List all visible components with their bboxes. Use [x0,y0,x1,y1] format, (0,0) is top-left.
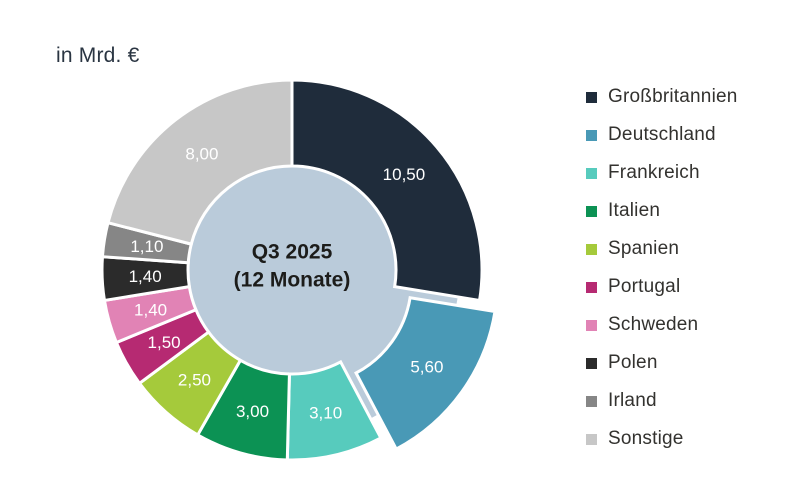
slice-value-label-schweden: 1,40 [134,301,167,320]
legend-item-italien: Italien [586,192,738,230]
legend-item-schweden: Schweden [586,306,738,344]
legend-swatch-icon [586,91,597,103]
center-label-line2: (12 Monate) [233,269,351,292]
legend-item-portugal: Portugal [586,268,738,306]
legend-swatch-icon [586,281,597,293]
pie-slice-sonstige [106,78,294,246]
legend-swatch-icon [586,205,597,217]
legend-swatch-icon [586,167,597,179]
legend-label: Großbritannien [608,86,738,107]
legend: Großbritannien Deutschland Frankreich Itali… [586,78,738,458]
legend-label: Irland [608,390,657,411]
legend-label: Schweden [608,314,699,335]
legend-swatch-icon [586,319,597,331]
legend-label: Portugal [608,276,681,297]
slice-value-label-portugal: 1,50 [148,333,181,352]
donut-center-label: Q3 2025 (12 Monate) [234,239,351,296]
legend-item-sonstige: Sonstige [586,420,738,458]
chart-title: in Mrd. € [56,44,140,67]
legend-item-spanien: Spanien [586,230,738,268]
legend-label: Deutschland [608,124,716,145]
slice-value-label-irland: 1,10 [130,237,163,256]
legend-item-grossbritannien: Großbritannien [586,78,738,116]
legend-label: Italien [608,200,661,221]
pie-slice-deutschland [354,296,497,452]
legend-swatch-icon [586,243,597,255]
legend-swatch-icon [586,357,597,369]
slice-value-label-italien: 3,00 [236,402,269,421]
center-label-line1: Q3 2025 [251,240,333,264]
slice-value-label-deutschland: 5,60 [410,357,443,376]
legend-item-frankreich: Frankreich [586,154,738,192]
legend-label: Polen [608,352,658,373]
pie-slice-grossbritannien [290,78,484,303]
slice-value-label-spanien: 2,50 [178,370,211,389]
slice-value-label-frankreich: 3,10 [309,404,342,423]
legend-swatch-icon [586,129,597,141]
slice-value-label-polen: 1,40 [129,267,162,286]
legend-item-irland: Irland [586,382,738,420]
legend-swatch-icon [586,395,597,407]
slice-value-label-grossbritannien: 10,50 [383,165,426,184]
legend-label: Frankreich [608,162,700,183]
legend-item-polen: Polen [586,344,738,382]
legend-label: Sonstige [608,428,684,449]
slice-value-label-sonstige: 8,00 [185,144,218,163]
legend-label: Spanien [608,238,680,259]
legend-swatch-icon [586,433,597,445]
legend-item-deutschland: Deutschland [586,116,738,154]
